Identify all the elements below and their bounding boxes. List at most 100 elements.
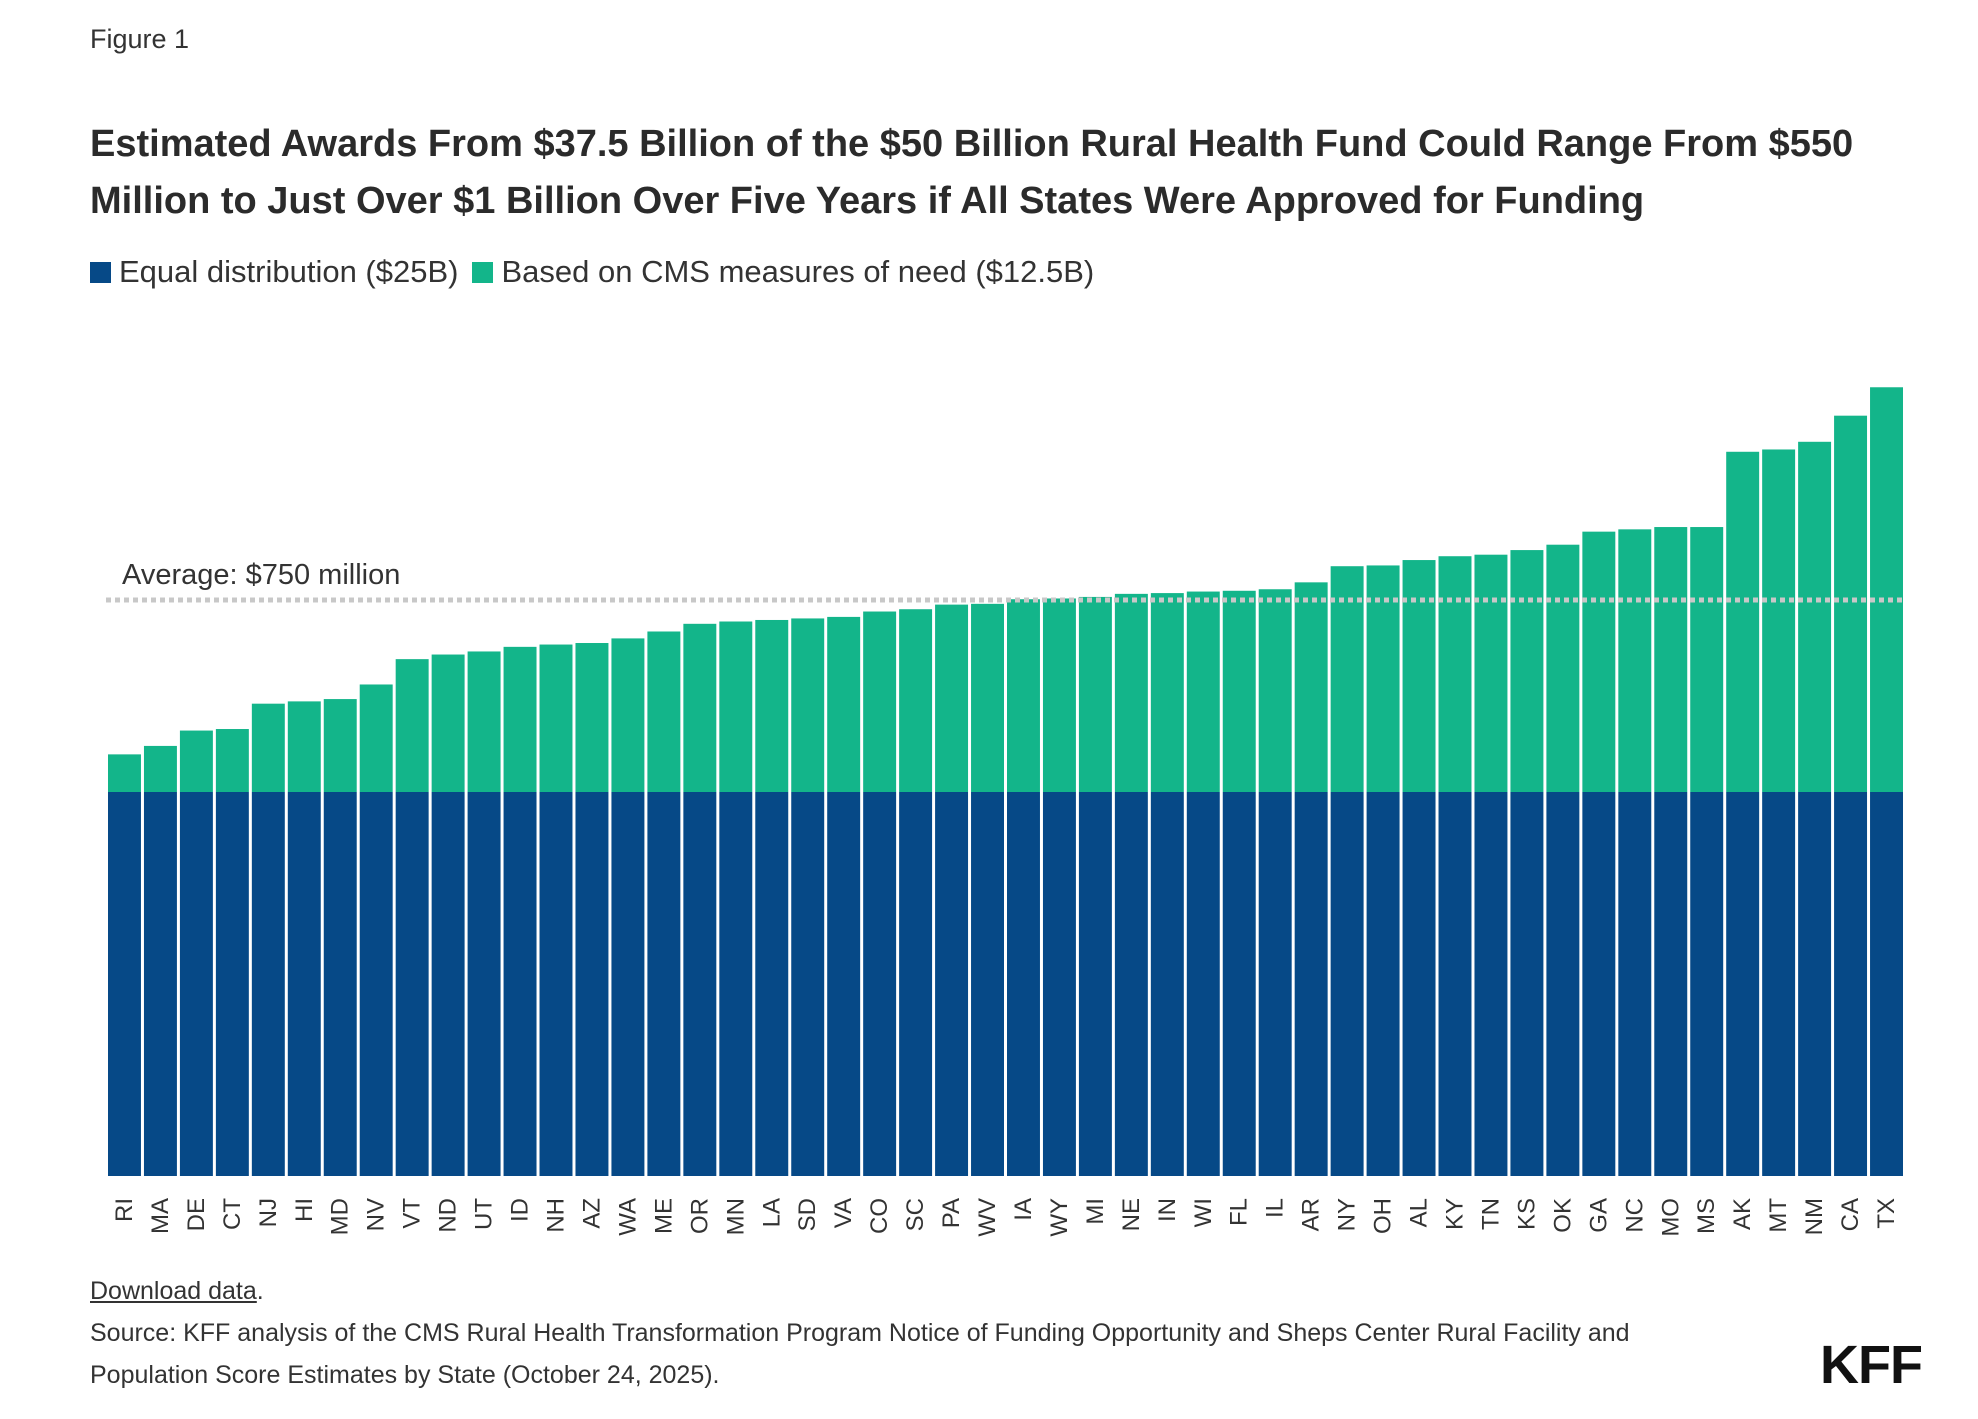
bar-equal-in: [1150, 792, 1184, 1176]
bar-equal-ar: [1294, 792, 1328, 1176]
bar-need-sc: [899, 609, 933, 792]
x-tick-label-wa: WA: [614, 1198, 641, 1236]
legend-swatch-need: [472, 261, 494, 283]
bar-need-vt: [395, 659, 429, 792]
bar-need-co: [863, 611, 897, 792]
x-tick-label-tn: TN: [1477, 1198, 1504, 1230]
bar-equal-mo: [1654, 792, 1688, 1176]
bar-equal-nv: [359, 792, 393, 1176]
x-tick-label-mo: MO: [1657, 1198, 1684, 1237]
bar-need-ak: [1726, 451, 1760, 792]
bar-need-in: [1150, 593, 1184, 792]
bar-equal-oh: [1366, 792, 1400, 1176]
x-tick-label-me: ME: [650, 1198, 677, 1234]
x-tick-label-hi: HI: [291, 1198, 318, 1222]
x-tick-label-nd: ND: [435, 1198, 462, 1233]
kff-logo: KFF: [1820, 1335, 1923, 1395]
bar-need-nm: [1798, 441, 1832, 792]
x-tick-label-ok: OK: [1549, 1198, 1576, 1233]
bar-equal-la: [755, 792, 789, 1176]
x-tick-label-oh: OH: [1370, 1198, 1397, 1234]
x-tick-label-id: ID: [507, 1198, 534, 1222]
x-tick-label-ar: AR: [1298, 1198, 1325, 1231]
x-tick-label-or: OR: [686, 1198, 713, 1234]
footer: Download data.: [90, 1270, 264, 1312]
x-tick-label-il: IL: [1262, 1198, 1289, 1218]
x-tick-label-la: LA: [758, 1198, 785, 1227]
legend-swatch-equal: [90, 261, 111, 283]
bar-need-tn: [1474, 554, 1508, 792]
bar-equal-vt: [395, 792, 429, 1176]
bar-equal-ak: [1726, 792, 1760, 1176]
bar-need-oh: [1366, 565, 1400, 792]
bar-equal-mi: [1078, 792, 1112, 1176]
bar-need-nh: [539, 644, 573, 792]
bar-need-ri: [108, 754, 141, 792]
bar-equal-sc: [899, 792, 933, 1176]
bar-equal-mt: [1762, 792, 1796, 1176]
x-tick-label-nv: NV: [363, 1198, 390, 1231]
bar-equal-pa: [935, 792, 969, 1176]
bar-equal-ne: [1114, 792, 1148, 1176]
bar-equal-az: [575, 792, 609, 1176]
bar-need-fl: [1222, 590, 1256, 792]
x-tick-label-ne: NE: [1118, 1198, 1145, 1231]
x-tick-label-ia: IA: [1010, 1198, 1037, 1221]
bar-equal-al: [1402, 792, 1436, 1176]
bar-need-ia: [1007, 599, 1040, 792]
bar-equal-ga: [1582, 792, 1616, 1176]
bar-equal-tn: [1474, 792, 1508, 1176]
bar-need-ky: [1438, 556, 1472, 792]
bar-equal-or: [683, 792, 717, 1176]
x-tick-label-ri: RI: [111, 1198, 138, 1222]
bar-need-or: [683, 623, 717, 792]
bar-equal-wv: [971, 792, 1004, 1176]
source-note: Source: KFF analysis of the CMS Rural He…: [90, 1319, 1630, 1389]
bar-need-ny: [1330, 566, 1364, 792]
download-data-link[interactable]: Download data: [90, 1277, 257, 1305]
x-tick-label-de: DE: [183, 1198, 210, 1231]
bar-need-ut: [467, 651, 501, 792]
x-tick-label-wy: WY: [1046, 1198, 1073, 1237]
bar-equal-wi: [1186, 792, 1220, 1176]
bar-need-sd: [791, 618, 825, 792]
x-tick-label-co: CO: [866, 1198, 893, 1234]
bar-equal-nd: [431, 792, 465, 1176]
x-tick-label-nm: NM: [1801, 1198, 1828, 1235]
bar-need-pa: [935, 604, 969, 792]
bar-need-tx: [1870, 387, 1903, 792]
bar-need-wa: [611, 638, 645, 792]
bar-need-az: [575, 643, 609, 792]
bar-need-nv: [359, 684, 393, 792]
bar-need-md: [323, 699, 357, 792]
bar-equal-co: [863, 792, 897, 1176]
bar-need-de: [179, 730, 213, 792]
bar-need-mo: [1654, 527, 1688, 792]
bar-need-nd: [431, 654, 465, 792]
x-tick-label-sc: SC: [902, 1198, 929, 1231]
bar-equal-ct: [215, 792, 249, 1176]
x-tick-label-ga: GA: [1585, 1198, 1612, 1233]
x-tick-label-mi: MI: [1082, 1198, 1109, 1225]
x-tick-label-sd: SD: [794, 1198, 821, 1231]
bar-equal-nc: [1618, 792, 1652, 1176]
chart-title: Estimated Awards From $37.5 Billion of t…: [90, 123, 1854, 222]
bar-need-mi: [1078, 596, 1112, 792]
bar-equal-il: [1258, 792, 1292, 1176]
x-tick-label-mt: MT: [1765, 1198, 1792, 1233]
x-tick-label-ca: CA: [1837, 1198, 1864, 1231]
x-tick-label-nj: NJ: [255, 1198, 282, 1227]
bar-need-ga: [1582, 531, 1616, 792]
x-tick-label-ct: CT: [219, 1198, 246, 1230]
bar-need-hi: [287, 701, 321, 792]
bar-need-al: [1402, 560, 1436, 792]
bar-need-la: [755, 619, 789, 792]
bar-need-nc: [1618, 529, 1652, 792]
x-tick-label-mn: MN: [722, 1198, 749, 1235]
bar-need-nj: [251, 703, 285, 792]
x-tick-label-fl: FL: [1226, 1198, 1253, 1226]
bar-equal-ks: [1510, 792, 1544, 1176]
x-tick-label-wi: WI: [1190, 1198, 1217, 1227]
bar-equal-ny: [1330, 792, 1364, 1176]
x-tick-label-tx: TX: [1873, 1198, 1900, 1229]
